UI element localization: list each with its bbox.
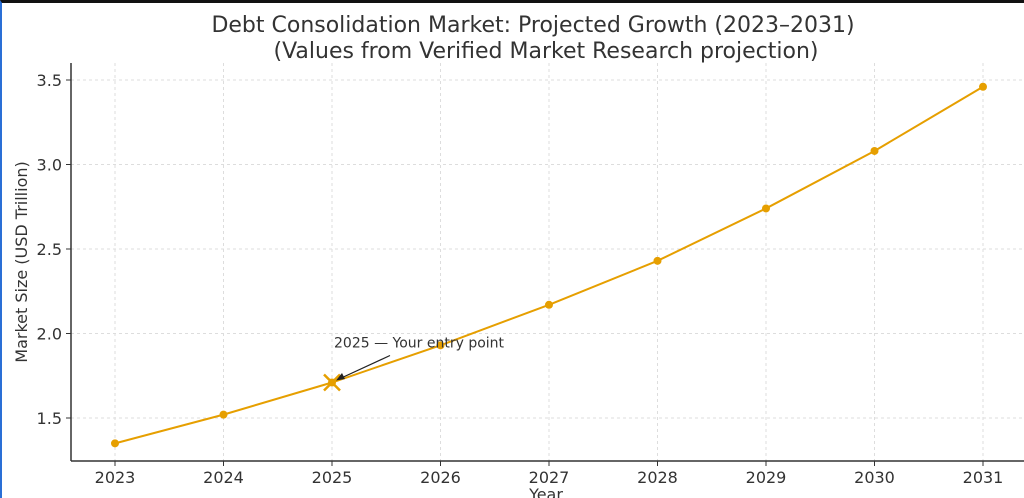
y-tick-label: 2.0: [37, 325, 62, 344]
chart-subtitle: (Values from Verified Market Research pr…: [273, 39, 818, 64]
x-tick-label: 2030: [854, 468, 895, 487]
chart-title: Debt Consolidation Market: Projected Gro…: [211, 13, 854, 38]
x-tick-label: 2023: [95, 468, 136, 487]
data-point-2023: [111, 439, 119, 448]
x-tick-label: 2025: [312, 468, 353, 487]
data-point-2030: [870, 146, 879, 155]
y-tick-label: 1.5: [37, 409, 62, 428]
x-tick-label: 2026: [420, 468, 461, 487]
data-point-2024: [219, 410, 228, 419]
y-tick-label: 3.5: [37, 71, 62, 90]
x-tick-label: 2027: [529, 468, 570, 487]
data-point-2031: [979, 82, 987, 91]
annotation-marker: [323, 373, 341, 392]
data-point-2026: [436, 341, 445, 350]
x-axis-label: Year: [528, 485, 563, 498]
x-tick-label: 2029: [746, 468, 787, 487]
annotation-arrow: [337, 354, 391, 381]
annotation-label: 2025 — Your entry point: [334, 336, 505, 352]
data-point-2029: [762, 204, 770, 213]
y-axis-label: Market Size (USD Trillion): [12, 161, 31, 362]
data-point-2027: [545, 300, 553, 309]
x-tick-label: 2024: [203, 468, 244, 487]
data-point-2028: [653, 256, 662, 265]
x-tick-label: 2031: [963, 468, 1004, 487]
annotation-arrowhead: [336, 373, 345, 381]
y-tick-label: 2.5: [37, 240, 62, 259]
y-tick-label: 3.0: [37, 156, 62, 175]
x-tick-label: 2028: [637, 468, 678, 487]
